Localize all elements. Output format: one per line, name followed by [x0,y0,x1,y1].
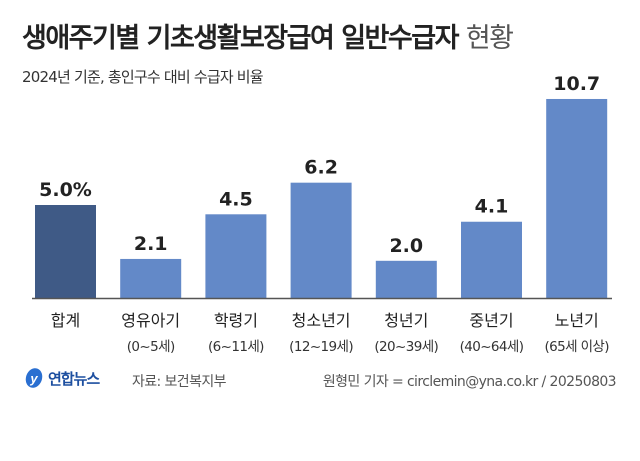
category-sublabel-6: (65세 이상) [544,339,609,355]
category-label-3: 청소년기 [292,311,351,330]
bar-1 [120,258,182,298]
category-sublabel-3: (12~19세) [289,339,353,355]
svg-text:y: y [29,371,38,386]
yonhap-logo: y 연합뉴스 [24,367,100,389]
value-label-6: 10.7 [553,73,600,95]
yonhap-logo-icon: y [25,368,43,388]
bar-2 [205,214,267,298]
bar-5 [461,221,522,298]
credit-note: 원형민 기자 = circlemin@yna.co.kr / 20250803 [322,374,617,390]
category-label-6: 노년기 [555,311,599,330]
bar-6 [546,98,608,298]
bar-4 [375,260,437,298]
value-label-4: 2.0 [389,235,423,257]
category-label-5: 중년기 [469,311,513,330]
category-label-2: 학령기 [214,311,258,330]
category-label-1: 영유아기 [121,311,180,330]
bar-3 [290,182,352,298]
bar-0 [35,205,96,298]
title-suffix: 현황 [465,23,514,54]
value-label-2: 4.5 [219,188,253,210]
category-sublabel-5: (40~64세) [460,339,524,355]
category-label-0: 합계 [51,311,80,330]
category-sublabel-2: (6~11세) [208,339,264,355]
value-label-0: 5.0% [39,179,92,201]
value-label-5: 4.1 [475,196,509,218]
category-sublabel-4: (20~39세) [374,339,438,355]
category-label-4: 청년기 [384,311,428,330]
logo-text: 연합뉴스 [48,369,100,388]
category-sublabel-1: (0~5세) [127,339,175,355]
chart-title: 생애주기별 기초생활보장급여 일반수급자 현황 [22,16,514,55]
source-note: 자료: 보건복지부 [132,374,227,390]
value-label-3: 6.2 [304,157,338,179]
title-main: 생애주기별 기초생활보장급여 일반수급자 [22,23,459,54]
chart-subtitle: 2024년 기준, 총인구수 대비 수급자 비율 [22,68,264,86]
value-label-1: 2.1 [134,233,168,255]
